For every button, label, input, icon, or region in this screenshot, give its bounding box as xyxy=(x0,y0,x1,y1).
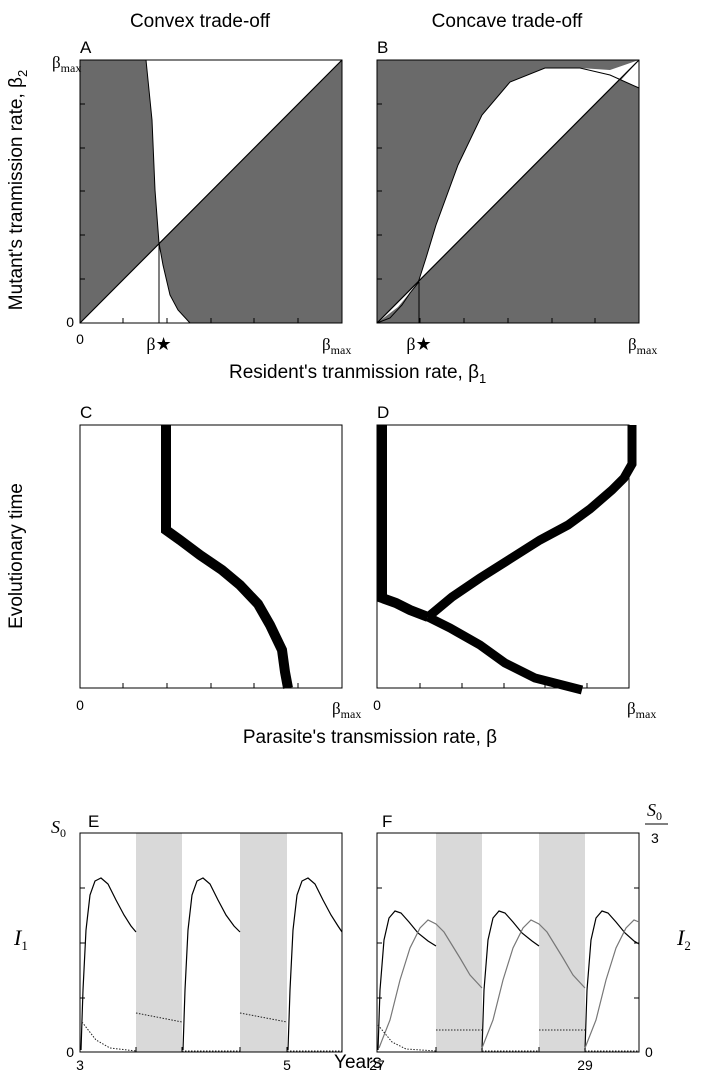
panel-f-frame xyxy=(376,832,640,1053)
panel-c-x-tick-0: 0 xyxy=(76,697,84,713)
panel-e-y-tick-0: 0 xyxy=(66,1044,74,1060)
panel-f-dotted-baseline xyxy=(377,1024,639,1052)
col-title-convex: Convex trade-off xyxy=(130,11,271,32)
panel-f: F S0 3 0 27 29 I2 xyxy=(369,800,691,1072)
panel-b-diagonal xyxy=(376,59,640,324)
panel-e-y-tick-s0: S0 xyxy=(51,817,66,840)
panel-a-diagonal xyxy=(79,59,343,324)
panel-e-x-tick-3: 3 xyxy=(76,1057,84,1072)
panel-c-letter: C xyxy=(80,403,92,422)
panel-b: B β★ βmax xyxy=(376,38,657,357)
panel-d: D 0 βmax xyxy=(373,403,656,721)
panel-e-letter: E xyxy=(88,812,99,831)
panel-f-y-tick-s0: S0 xyxy=(647,800,662,823)
panel-e-ylabel-i1: I1 xyxy=(13,925,28,953)
panel-f-letter: F xyxy=(382,812,392,831)
panel-a-x-tick-betamax: βmax xyxy=(322,335,351,357)
panel-e-dotted-baseline xyxy=(81,1021,342,1052)
panel-b-x-tick-betamax: βmax xyxy=(628,335,657,357)
panel-f-shaded-interval-1 xyxy=(436,833,482,1052)
panel-f-y-tick-3: 3 xyxy=(651,830,659,846)
panel-e-shaded-interval-1 xyxy=(136,833,182,1052)
panel-f-y-tick-0: 0 xyxy=(645,1044,653,1060)
panel-f-i1-curve-2 xyxy=(481,910,540,1051)
panel-f-i2-curve-3 xyxy=(584,919,640,1049)
panel-e-epidemic-curve-3 xyxy=(287,877,343,1051)
panel-f-i2-curve-2 xyxy=(481,919,586,1049)
panel-a-white-region-upper xyxy=(146,60,342,243)
xlabel-top: Resident's tranmission rate, β1 xyxy=(229,362,486,386)
col-title-concave: Concave trade-off xyxy=(432,11,583,32)
panel-f-i1-curve-1 xyxy=(377,910,437,1051)
panel-a: A 0 βmax 0 β★ βmax xyxy=(52,38,351,357)
xlabel-bottom: Years xyxy=(334,1052,382,1072)
xlabel-mid: Parasite's transmission rate, β xyxy=(243,727,497,748)
panel-e-epidemic-curve-1 xyxy=(80,877,137,1051)
panel-e-epidemic-curve-2 xyxy=(182,877,241,1051)
panel-b-letter: B xyxy=(377,38,388,57)
ylabel-top: Mutant's tranmission rate, β2 xyxy=(6,70,30,310)
panel-d-trajectory-ancestral xyxy=(377,425,430,622)
panel-d-x-tick-betamax: βmax xyxy=(627,699,656,721)
panel-c-trajectory xyxy=(161,425,293,689)
panel-a-boundary-curve xyxy=(145,59,191,324)
panel-e: E S0 0 3 5 I1 xyxy=(13,812,343,1072)
panel-b-boundary-curve xyxy=(376,67,640,324)
panel-a-y-tick-betamax: βmax xyxy=(52,53,81,75)
panel-a-letter: A xyxy=(80,38,92,57)
panel-f-ylabel-i2: I2 xyxy=(676,925,691,953)
panel-d-x-tick-0: 0 xyxy=(373,697,381,713)
panel-f-x-tick-27: 27 xyxy=(369,1057,385,1072)
panel-d-trajectory-lower-branch xyxy=(425,612,584,695)
panel-c: C 0 βmax xyxy=(76,403,361,721)
panel-d-trajectory-upper-branch xyxy=(425,425,637,621)
panel-f-x-tick-29: 29 xyxy=(577,1057,593,1072)
panel-e-x-tick-5: 5 xyxy=(283,1057,291,1072)
panel-a-y-tick-0: 0 xyxy=(66,314,74,330)
panel-f-i1-curve-3 xyxy=(584,910,640,1051)
panel-a-x-tick-beta-star: β★ xyxy=(146,334,171,354)
panel-a-x-tick-0: 0 xyxy=(76,331,84,347)
panel-e-shaded-interval-2 xyxy=(240,833,287,1052)
panel-e-frame xyxy=(79,832,343,1053)
panel-c-x-tick-betamax: βmax xyxy=(332,699,361,721)
panel-e-dotted-segment-2 xyxy=(239,1012,288,1023)
panel-d-frame xyxy=(376,424,630,689)
panel-e-dotted-segment-1 xyxy=(135,1012,183,1023)
panel-f-i2-curve-1 xyxy=(378,919,483,1049)
panel-b-white-corner xyxy=(621,60,639,88)
panel-b-x-tick-beta-star: β★ xyxy=(406,334,431,354)
ylabel-mid: Evolutionary time xyxy=(6,483,27,629)
panel-f-shaded-interval-2 xyxy=(539,833,585,1052)
panel-d-letter: D xyxy=(377,403,389,422)
